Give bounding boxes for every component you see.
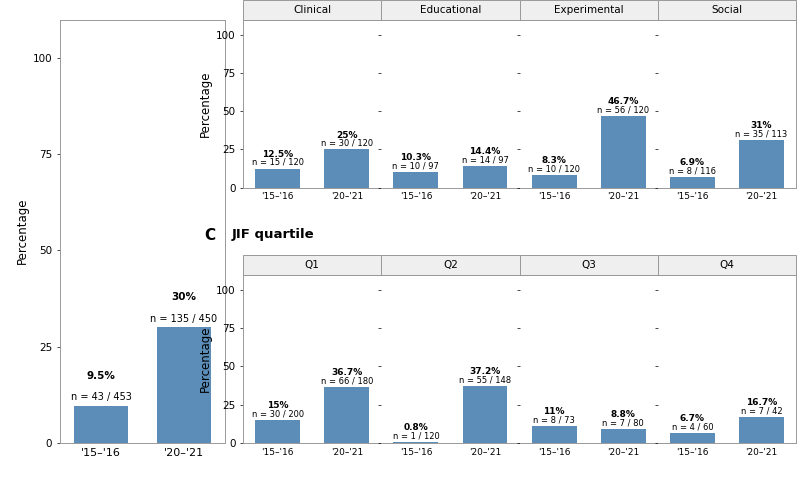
Text: 37.2%: 37.2% bbox=[470, 367, 501, 376]
Text: Q1: Q1 bbox=[305, 260, 320, 270]
Y-axis label: Percentage: Percentage bbox=[198, 326, 212, 392]
Text: 8.8%: 8.8% bbox=[610, 410, 636, 420]
Text: Q3: Q3 bbox=[582, 260, 596, 270]
Text: 6.7%: 6.7% bbox=[680, 414, 705, 423]
FancyBboxPatch shape bbox=[243, 255, 382, 275]
Text: n = 7 / 42: n = 7 / 42 bbox=[741, 407, 782, 416]
Text: 9.5%: 9.5% bbox=[87, 371, 116, 381]
Text: 36.7%: 36.7% bbox=[331, 368, 362, 377]
Text: n = 14 / 97: n = 14 / 97 bbox=[462, 155, 509, 164]
Bar bbox=[601, 430, 646, 443]
Bar bbox=[394, 172, 438, 187]
FancyBboxPatch shape bbox=[243, 0, 382, 20]
Text: 15%: 15% bbox=[267, 401, 289, 410]
Text: Social: Social bbox=[711, 4, 742, 15]
Text: Experimental: Experimental bbox=[554, 4, 623, 15]
Text: Q4: Q4 bbox=[719, 260, 734, 270]
Bar bbox=[74, 406, 128, 443]
FancyBboxPatch shape bbox=[382, 255, 519, 275]
Text: 0.8%: 0.8% bbox=[403, 423, 428, 431]
Text: n = 135 / 450: n = 135 / 450 bbox=[150, 313, 218, 324]
Bar bbox=[394, 442, 438, 443]
Text: n = 55 / 148: n = 55 / 148 bbox=[459, 375, 511, 384]
Text: 31%: 31% bbox=[750, 122, 772, 130]
Text: n = 4 / 60: n = 4 / 60 bbox=[671, 422, 713, 431]
Bar bbox=[670, 432, 714, 443]
FancyBboxPatch shape bbox=[658, 0, 796, 20]
Text: n = 30 / 200: n = 30 / 200 bbox=[251, 409, 304, 418]
Text: JIF quartile: JIF quartile bbox=[232, 228, 314, 241]
Text: n = 66 / 180: n = 66 / 180 bbox=[321, 376, 373, 385]
Bar bbox=[670, 177, 714, 187]
Text: n = 56 / 120: n = 56 / 120 bbox=[597, 106, 650, 115]
Bar bbox=[739, 417, 784, 443]
Text: 30%: 30% bbox=[171, 292, 196, 303]
Text: 14.4%: 14.4% bbox=[470, 147, 501, 155]
Bar bbox=[255, 420, 300, 443]
Text: 8.3%: 8.3% bbox=[542, 156, 566, 165]
Bar bbox=[532, 175, 577, 187]
Bar bbox=[324, 387, 370, 443]
Text: 6.9%: 6.9% bbox=[680, 158, 705, 167]
Bar bbox=[601, 116, 646, 187]
Text: Q2: Q2 bbox=[443, 260, 458, 270]
Text: n = 15 / 120: n = 15 / 120 bbox=[252, 158, 304, 167]
FancyBboxPatch shape bbox=[519, 255, 658, 275]
Bar bbox=[739, 140, 784, 187]
Text: n = 10 / 120: n = 10 / 120 bbox=[528, 164, 580, 173]
Y-axis label: Percentage: Percentage bbox=[15, 198, 29, 265]
Text: n = 8 / 116: n = 8 / 116 bbox=[669, 166, 716, 176]
Text: C: C bbox=[204, 228, 215, 243]
Text: 10.3%: 10.3% bbox=[400, 153, 431, 162]
FancyBboxPatch shape bbox=[658, 255, 796, 275]
Text: n = 1 / 120: n = 1 / 120 bbox=[393, 431, 439, 440]
Text: 46.7%: 46.7% bbox=[607, 97, 639, 106]
Text: A: A bbox=[14, 0, 26, 1]
Bar bbox=[255, 168, 300, 187]
Text: n = 10 / 97: n = 10 / 97 bbox=[393, 161, 439, 170]
Text: Educational: Educational bbox=[420, 4, 481, 15]
FancyBboxPatch shape bbox=[519, 0, 658, 20]
Bar bbox=[157, 327, 210, 443]
Bar bbox=[462, 386, 507, 443]
Text: 25%: 25% bbox=[336, 130, 358, 140]
Text: n = 7 / 80: n = 7 / 80 bbox=[602, 419, 644, 428]
Y-axis label: Percentage: Percentage bbox=[198, 70, 212, 137]
Text: 11%: 11% bbox=[543, 407, 565, 416]
Text: 12.5%: 12.5% bbox=[262, 150, 294, 158]
Text: Clinical: Clinical bbox=[293, 4, 331, 15]
Bar bbox=[324, 150, 370, 187]
Text: 16.7%: 16.7% bbox=[746, 399, 777, 407]
Bar bbox=[532, 426, 577, 443]
Text: n = 8 / 73: n = 8 / 73 bbox=[533, 415, 575, 425]
Bar bbox=[462, 166, 507, 187]
FancyBboxPatch shape bbox=[382, 0, 519, 20]
Text: n = 43 / 453: n = 43 / 453 bbox=[71, 393, 132, 402]
Text: n = 35 / 113: n = 35 / 113 bbox=[735, 130, 787, 139]
Text: n = 30 / 120: n = 30 / 120 bbox=[321, 139, 373, 148]
